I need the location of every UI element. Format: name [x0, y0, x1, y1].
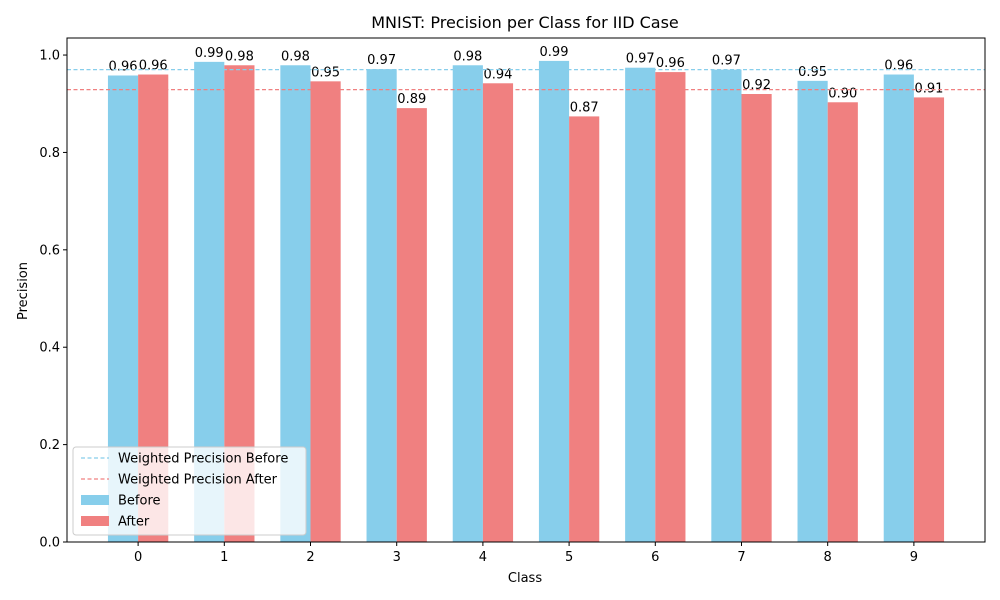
data-label-before-class-5: 0.99	[540, 45, 569, 60]
bar-before-class-6	[625, 67, 656, 542]
legend-label-after: After	[118, 515, 150, 530]
data-label-after-class-0: 0.96	[139, 59, 168, 74]
x-tick-label: 4	[479, 550, 487, 565]
data-label-after-class-7: 0.92	[742, 78, 771, 93]
y-tick-label: 0.4	[39, 341, 60, 356]
data-label-after-class-9: 0.91	[914, 81, 943, 96]
bar-after-class-3	[396, 108, 427, 543]
data-label-before-class-8: 0.95	[798, 65, 827, 80]
legend-label-reference-after: Weighted Precision After	[118, 473, 278, 488]
data-label-before-class-6: 0.97	[626, 52, 655, 67]
data-label-after-class-2: 0.95	[311, 65, 340, 80]
bar-after-class-9	[913, 97, 945, 543]
data-label-after-class-3: 0.89	[397, 92, 426, 107]
bar-before-class-3	[366, 69, 397, 542]
bar-after-class-2	[310, 81, 341, 543]
x-tick-label: 0	[134, 550, 142, 565]
data-label-before-class-0: 0.96	[109, 59, 138, 74]
bar-after-class-7	[741, 94, 772, 542]
data-label-before-class-3: 0.97	[367, 53, 396, 68]
x-tick-label: 2	[306, 550, 314, 565]
y-tick-label: 0.6	[39, 243, 60, 258]
legend-box	[72, 446, 307, 536]
legend-swatch-after	[81, 516, 109, 526]
x-axis-label: Class	[508, 571, 542, 586]
bar-after-class-6	[655, 72, 686, 542]
data-label-after-class-1: 0.98	[225, 49, 254, 64]
y-tick-label: 0.0	[39, 536, 60, 551]
bar-after-class-8	[827, 102, 858, 542]
data-label-before-class-9: 0.96	[884, 59, 913, 74]
x-tick-label: 5	[565, 550, 573, 565]
y-tick-label: 0.2	[39, 438, 60, 453]
x-tick-label: 9	[910, 550, 918, 565]
legend-label-reference-before: Weighted Precision Before	[118, 452, 288, 467]
bar-after-class-5	[569, 116, 600, 543]
bar-before-class-4	[452, 65, 483, 542]
data-label-before-class-4: 0.98	[453, 49, 482, 64]
legend-label-before: Before	[118, 494, 161, 509]
data-label-after-class-6: 0.96	[656, 56, 685, 71]
bar-before-class-8	[797, 80, 828, 542]
legend-swatch-before	[81, 495, 109, 505]
axes: 0.0 0.2 0.4 0.6 0.8 1.0 0 1 2 3 4 5 6 7 8 9	[39, 37, 986, 565]
chart-title: MNIST: Precision per Class for IID Case	[371, 13, 679, 32]
y-axis-label: Precision	[16, 262, 31, 320]
bar-before-class-5	[538, 60, 570, 542]
bar-before-class-9	[883, 74, 914, 543]
x-tick-label: 8	[824, 550, 832, 565]
plot-frame	[66, 37, 986, 543]
data-label-after-class-4: 0.94	[484, 67, 513, 82]
bar-before-class-7	[711, 69, 742, 543]
data-label-before-class-2: 0.98	[281, 49, 310, 64]
data-label-after-class-8: 0.90	[828, 86, 857, 101]
data-label-before-class-7: 0.97	[712, 54, 741, 69]
y-tick-label: 1.0	[39, 49, 60, 64]
bar-after-class-4	[482, 83, 514, 542]
y-tick-label: 0.8	[39, 146, 60, 161]
x-tick-label: 1	[220, 550, 228, 565]
x-tick-label: 6	[651, 550, 659, 565]
x-tick-label: 3	[393, 550, 401, 565]
x-tick-label: 7	[737, 550, 745, 565]
data-label-after-class-5: 0.87	[570, 100, 599, 115]
data-label-before-class-1: 0.99	[195, 46, 224, 61]
legend: Weighted Precision Before Weighted Precis…	[72, 446, 307, 536]
